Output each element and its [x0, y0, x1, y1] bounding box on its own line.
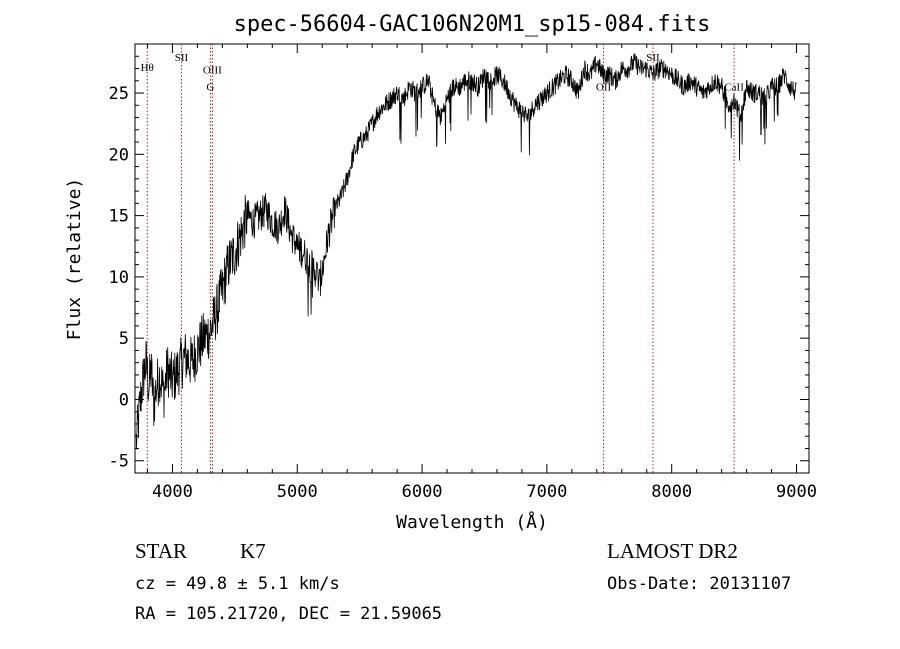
x-tick-label-4: 8000 [651, 482, 692, 502]
velocity-readout: cz = 49.8 ± 5.1 km/s [135, 574, 340, 594]
line-marker-label-5: SII [646, 52, 660, 64]
object-class: STAR [135, 539, 187, 563]
observation-date: Obs-Date: 20131107 [607, 574, 791, 594]
y-tick-label-6: 25 [109, 84, 129, 104]
survey-name: LAMOST DR2 [607, 539, 738, 563]
x-tick-label-1: 5000 [277, 482, 318, 502]
coordinates-readout: RA = 105.21720, DEC = 21.59065 [135, 604, 442, 624]
x-tick-label-3: 7000 [526, 482, 567, 502]
y-tick-label-4: 15 [109, 207, 129, 227]
line-marker-label-3: G [206, 82, 214, 94]
chart-title: spec-56604-GAC106N20M1_sp15-084.fits [234, 12, 711, 37]
y-tick-label-3: 10 [109, 268, 129, 288]
x-tick-label-0: 4000 [152, 482, 193, 502]
line-marker-label-4: OII [596, 82, 612, 94]
x-tick-label-2: 6000 [402, 482, 443, 502]
line-marker-label-6: CaII [724, 82, 744, 94]
line-marker-label-0: Hθ [141, 62, 154, 74]
spectrum-line [135, 53, 797, 450]
line-marker-label-1: SII [175, 52, 189, 64]
y-axis-title: Flux (relative) [64, 178, 85, 341]
y-tick-label-1: 0 [119, 390, 129, 410]
plot-area: Hθ SII OIII G OII SII CaII 4000 5000 6000 7000 8000… [109, 43, 817, 502]
y-tick-label-2: 5 [119, 329, 129, 349]
y-tick-label-5: 20 [109, 145, 129, 165]
line-marker-label-2: OIII [203, 64, 222, 76]
spectral-subclass: K7 [240, 539, 266, 563]
x-tick-label-5: 9000 [776, 482, 817, 502]
y-tick-label-0: -5 [109, 452, 129, 472]
x-axis-title: Wavelength (Å) [396, 511, 548, 533]
